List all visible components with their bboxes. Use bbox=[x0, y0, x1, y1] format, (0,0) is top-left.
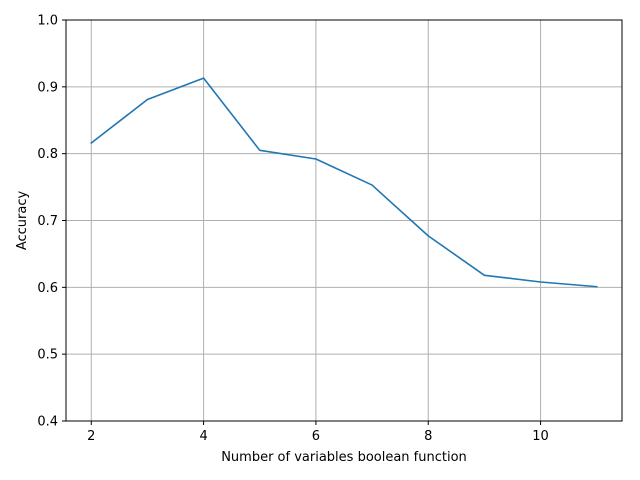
x-tick-label: 4 bbox=[199, 429, 207, 444]
y-tick-label: 0.5 bbox=[37, 348, 58, 363]
y-tick-label: 0.8 bbox=[37, 147, 58, 162]
y-tick-label: 0.9 bbox=[37, 80, 58, 95]
x-tick-label: 10 bbox=[532, 429, 549, 444]
y-tick-label: 0.7 bbox=[37, 214, 58, 229]
y-tick-label: 0.4 bbox=[37, 415, 58, 430]
x-tick-label: 8 bbox=[424, 429, 432, 444]
series-line bbox=[90, 77, 598, 288]
x-axis-title: Number of variables boolean function bbox=[221, 450, 467, 465]
y-axis-ticks: 0.4 0.5 0.6 0.7 0.8 0.9 1.0 bbox=[37, 14, 66, 430]
y-tick-label: 1.0 bbox=[37, 14, 58, 29]
y-axis-title: Accuracy bbox=[15, 191, 30, 251]
y-tick-label: 0.6 bbox=[37, 281, 58, 296]
grid-layer bbox=[66, 19, 622, 422]
series-layer bbox=[90, 77, 598, 288]
x-tick-label: 2 bbox=[87, 429, 95, 444]
x-axis-ticks: 2 4 6 8 10 bbox=[87, 421, 549, 444]
x-tick-label: 6 bbox=[312, 429, 320, 444]
